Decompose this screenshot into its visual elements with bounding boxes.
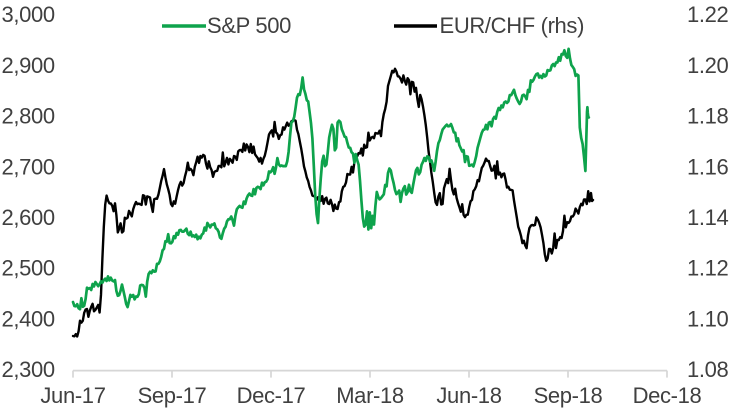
svg-text:Mar-18: Mar-18 — [336, 383, 404, 408]
svg-text:1.08: 1.08 — [687, 357, 729, 382]
svg-text:2,800: 2,800 — [2, 104, 55, 129]
svg-text:Sep-18: Sep-18 — [534, 383, 603, 408]
svg-text:S&P 500: S&P 500 — [207, 13, 291, 38]
svg-text:Dec-18: Dec-18 — [633, 383, 702, 408]
svg-text:Sep-17: Sep-17 — [138, 383, 207, 408]
svg-text:1.12: 1.12 — [687, 256, 729, 281]
svg-text:2,900: 2,900 — [2, 53, 55, 78]
svg-text:1.14: 1.14 — [687, 205, 729, 230]
svg-text:1.20: 1.20 — [687, 53, 729, 78]
svg-text:2,600: 2,600 — [2, 205, 55, 230]
svg-text:1.18: 1.18 — [687, 104, 729, 129]
svg-text:Dec-17: Dec-17 — [237, 383, 306, 408]
svg-text:2,700: 2,700 — [2, 154, 55, 179]
svg-text:3,000: 3,000 — [2, 2, 55, 27]
svg-text:2,300: 2,300 — [2, 357, 55, 382]
svg-text:2,500: 2,500 — [2, 256, 55, 281]
svg-text:Jun-17: Jun-17 — [40, 383, 105, 408]
svg-text:1.10: 1.10 — [687, 306, 729, 331]
svg-text:1.22: 1.22 — [687, 2, 729, 27]
svg-text:Jun-18: Jun-18 — [436, 383, 501, 408]
svg-text:EUR/CHF (rhs): EUR/CHF (rhs) — [440, 13, 585, 38]
svg-text:1.16: 1.16 — [687, 154, 729, 179]
svg-text:2,400: 2,400 — [2, 306, 55, 331]
